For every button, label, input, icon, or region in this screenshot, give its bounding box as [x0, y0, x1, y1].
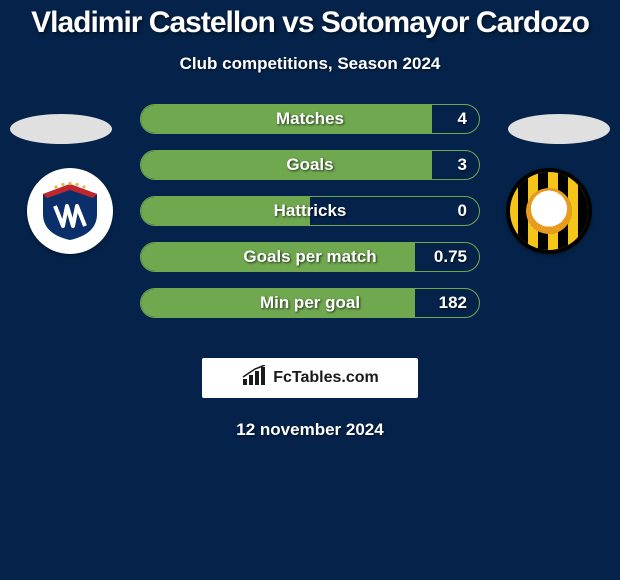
team-left-crest-graphic — [39, 180, 101, 242]
comparison-title: Vladimir Castellon vs Sotomayor Cardozo — [0, 0, 620, 40]
stat-bars: Matches4Goals3Hattricks0Goals per match0… — [140, 104, 480, 334]
stat-row: Min per goal182 — [140, 288, 480, 318]
comparison-subtitle: Club competitions, Season 2024 — [0, 54, 620, 74]
stat-row: Hattricks0 — [140, 196, 480, 226]
player-left-avatar — [10, 114, 112, 144]
stat-label: Min per goal — [141, 289, 479, 317]
stat-value: 3 — [458, 151, 467, 179]
stat-row: Goals3 — [140, 150, 480, 180]
stat-value: 0.75 — [434, 243, 467, 271]
stat-label: Goals per match — [141, 243, 479, 271]
snapshot-date: 12 november 2024 — [0, 420, 620, 440]
stat-value: 0 — [458, 197, 467, 225]
brand-text: FcTables.com — [273, 369, 379, 387]
team-right-crest — [506, 168, 592, 254]
comparison-body: Matches4Goals3Hattricks0Goals per match0… — [0, 104, 620, 344]
team-left-crest — [27, 168, 113, 254]
stat-row: Matches4 — [140, 104, 480, 134]
stat-label: Hattricks — [141, 197, 479, 225]
brand-chart-icon — [241, 365, 267, 392]
team-right-crest-graphic — [510, 172, 588, 250]
brand-badge: FcTables.com — [202, 358, 418, 398]
stat-value: 4 — [458, 105, 467, 133]
player-right-avatar — [508, 114, 610, 144]
stat-value: 182 — [439, 289, 467, 317]
stat-label: Goals — [141, 151, 479, 179]
stat-label: Matches — [141, 105, 479, 133]
stat-row: Goals per match0.75 — [140, 242, 480, 272]
